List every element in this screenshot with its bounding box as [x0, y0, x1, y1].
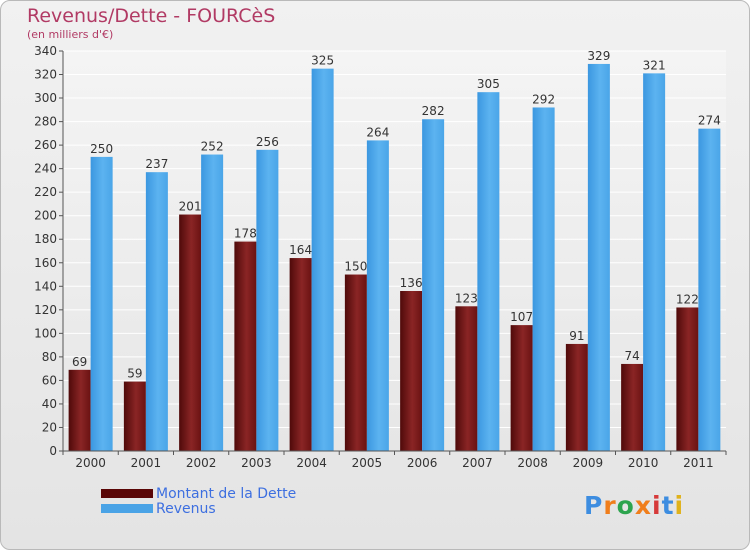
x-tick-label: 2000 [75, 456, 106, 470]
debt-bar [510, 325, 533, 451]
y-tick-label: 40 [42, 397, 57, 411]
debt-value-label: 107 [510, 310, 533, 324]
revenus-value-label: 252 [201, 140, 224, 154]
x-tick-label: 2011 [683, 456, 714, 470]
debt-bar [289, 258, 312, 451]
x-tick-label: 2010 [628, 456, 659, 470]
revenus-value-label: 305 [477, 77, 500, 91]
revenus-bar [422, 119, 445, 451]
logo-letter: t [661, 491, 675, 520]
logo-letter: o [616, 491, 635, 520]
debt-value-label: 59 [127, 367, 142, 381]
x-tick-label: 2009 [573, 456, 604, 470]
x-tick-label: 2008 [517, 456, 548, 470]
debt-bar [123, 381, 146, 451]
revenus-bar [201, 154, 224, 451]
revenus-bar [698, 128, 721, 451]
revenus-value-label: 237 [145, 157, 168, 171]
y-tick-label: 340 [34, 44, 57, 58]
logo-letter: r [603, 491, 617, 520]
revenus-bar [643, 73, 666, 452]
proxiti-logo: Proxiti [584, 491, 684, 520]
debt-bar [676, 307, 699, 451]
revenus-bar [477, 92, 500, 452]
y-tick-label: 140 [34, 279, 57, 293]
debt-value-label: 69 [72, 355, 87, 369]
debt-bar [234, 241, 257, 451]
debt-bar [344, 274, 367, 451]
debt-value-label: 74 [624, 349, 639, 363]
legend-swatch-revenus [101, 504, 153, 513]
logo-letter: i [652, 491, 662, 520]
revenus-value-label: 321 [643, 58, 666, 72]
y-tick-label: 0 [49, 444, 57, 458]
x-tick-label: 2006 [407, 456, 438, 470]
debt-bar [621, 363, 644, 451]
y-tick-label: 160 [34, 256, 57, 270]
revenus-bar [90, 156, 113, 451]
y-tick-label: 240 [34, 162, 57, 176]
debt-value-label: 178 [234, 227, 257, 241]
y-tick-label: 80 [42, 350, 57, 364]
revenus-bar [366, 140, 389, 452]
y-tick-label: 120 [34, 303, 57, 317]
y-tick-label: 200 [34, 209, 57, 223]
legend-label-debt: Montant de la Dette [156, 486, 297, 502]
revenus-bar [532, 107, 555, 452]
revenus-value-label: 282 [422, 104, 445, 118]
debt-value-label: 201 [179, 200, 202, 214]
y-tick-label: 260 [34, 138, 57, 152]
debt-value-label: 164 [289, 243, 312, 257]
plot-area [63, 51, 726, 451]
debt-value-label: 136 [400, 276, 423, 290]
logo-letter: i [674, 491, 685, 520]
logo-letter: x [634, 491, 652, 520]
y-tick-label: 280 [34, 115, 57, 129]
debt-value-label: 91 [569, 329, 584, 343]
revenus-value-label: 264 [366, 125, 389, 139]
chart-title: Revenus/Dette - FOURCèS [27, 5, 276, 27]
y-tick-label: 220 [34, 185, 57, 199]
revenus-value-label: 274 [698, 114, 721, 128]
y-tick-label: 300 [34, 91, 57, 105]
y-tick-label: 60 [42, 373, 57, 387]
debt-bar [455, 306, 478, 451]
revenus-value-label: 329 [587, 49, 610, 63]
revenus-bar [145, 172, 168, 452]
revenus-value-label: 292 [532, 92, 555, 106]
x-tick-label: 2005 [352, 456, 383, 470]
legend-label-revenus: Revenus [156, 501, 216, 517]
y-tick-label: 100 [34, 326, 57, 340]
debt-bar [400, 291, 423, 451]
debt-bar [179, 214, 202, 451]
y-tick-label: 20 [42, 420, 57, 434]
logo-letter: P [584, 491, 604, 520]
revenus-value-label: 256 [256, 135, 279, 149]
debt-bar [565, 343, 588, 451]
x-tick-label: 2002 [186, 456, 217, 470]
x-tick-label: 2001 [131, 456, 162, 470]
debt-value-label: 150 [344, 260, 367, 274]
x-tick-label: 2007 [462, 456, 493, 470]
debt-bar [68, 369, 91, 451]
chart-subtitle: (en milliers d'€) [27, 28, 114, 41]
debt-value-label: 122 [676, 292, 699, 306]
revenus-bar [256, 149, 279, 451]
x-tick-label: 2003 [241, 456, 272, 470]
revenus-value-label: 250 [90, 142, 113, 156]
y-tick-label: 320 [34, 68, 57, 82]
debt-value-label: 123 [455, 291, 478, 305]
revenus-value-label: 325 [311, 54, 334, 68]
x-tick-label: 2004 [296, 456, 327, 470]
y-tick-label: 180 [34, 232, 57, 246]
legend-swatch-debt [101, 489, 153, 498]
revenus-bar [587, 63, 610, 452]
revenus-bar [311, 68, 334, 451]
